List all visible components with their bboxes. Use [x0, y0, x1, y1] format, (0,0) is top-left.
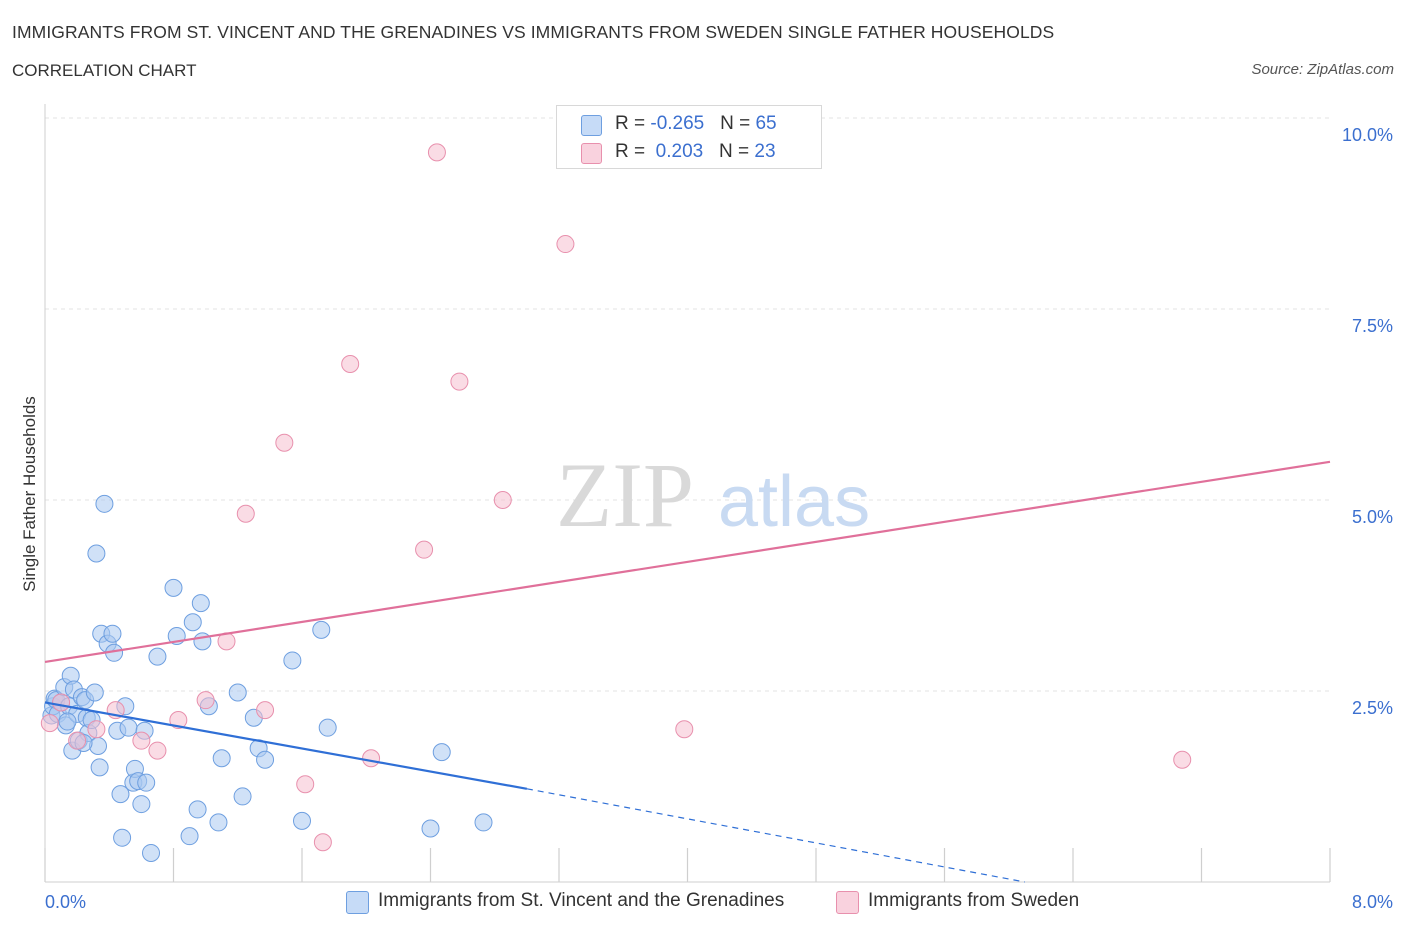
y-tick-label: 10.0% [1342, 125, 1393, 145]
tick-label-layer: 2.5% 5.0% 7.5% 10.0% 0.0% 8.0% [45, 125, 1393, 912]
trend-layer [44, 460, 1331, 883]
r-label: R = [615, 113, 651, 134]
n-value: 65 [755, 113, 777, 134]
point-sweden [275, 433, 294, 452]
point-stvincent [293, 811, 311, 830]
point-sweden [169, 711, 188, 730]
point-sweden [256, 701, 275, 720]
chart-title: IMMIGRANTS FROM ST. VINCENT AND THE GREN… [12, 22, 1055, 42]
point-stvincent [183, 613, 202, 632]
point-stvincent [119, 718, 138, 737]
legend-swatch-blue [581, 115, 602, 136]
grid-layer [45, 117, 1330, 692]
x-tick-label: 0.0% [45, 892, 86, 912]
point-stvincent [164, 578, 183, 597]
point-sweden [341, 355, 360, 374]
point-sweden [450, 372, 469, 391]
y-tick-label: 7.5% [1352, 316, 1393, 336]
point-stvincent [228, 683, 247, 702]
point-stvincent [95, 494, 114, 513]
legend-swatch-pink [836, 891, 859, 914]
watermark-atlas: atlas [718, 462, 870, 542]
x-tick-label: 8.0% [1352, 892, 1393, 912]
point-stvincent [90, 758, 109, 777]
point-stvincent [142, 843, 161, 862]
point-stvincent [58, 712, 77, 731]
point-sweden [313, 833, 332, 852]
legend-swatch-pink [581, 143, 602, 164]
point-sweden [415, 540, 434, 559]
point-stvincent [87, 544, 106, 563]
point-sweden [556, 235, 575, 254]
axes-layer [44, 104, 1331, 883]
watermark: ZIP atlas [556, 444, 870, 546]
y-axis-label: Single Father Households [20, 396, 39, 592]
point-stvincent [312, 620, 331, 639]
point-sweden [68, 731, 87, 750]
source-credit: Source: ZipAtlas.com [1251, 61, 1394, 78]
n-label: N = [720, 113, 756, 134]
point-stvincent [180, 827, 199, 846]
point-stvincent [256, 750, 275, 769]
y-tick-label: 2.5% [1352, 698, 1393, 718]
series-legend: Immigrants from St. Vincent and the Gren… [0, 889, 1406, 917]
point-sweden [427, 143, 446, 162]
point-sweden [493, 491, 512, 509]
point-sweden [1173, 750, 1192, 769]
point-sweden [132, 731, 151, 750]
point-stvincent [148, 647, 167, 666]
r-label: R = [615, 141, 651, 162]
point-stvincent [85, 683, 104, 702]
r-value: 0.203 [650, 141, 704, 162]
point-sweden [196, 691, 215, 710]
point-stvincent [209, 813, 228, 832]
r-value: -0.265 [650, 113, 705, 134]
point-sweden [148, 741, 167, 760]
legend-label-sweden: Immigrants from Sweden [868, 890, 1080, 911]
point-sweden [362, 749, 381, 768]
point-stvincent [318, 718, 337, 737]
point-stvincent [132, 795, 151, 814]
point-stvincent [193, 632, 212, 651]
watermark-zip: ZIP [556, 444, 694, 546]
point-stvincent [188, 800, 207, 819]
legend-swatch-blue [346, 891, 369, 914]
chart-subtitle: CORRELATION CHART [12, 61, 197, 80]
points-layer [40, 143, 1192, 862]
point-stvincent [113, 828, 132, 847]
trendline-stvincent-extension [526, 788, 1025, 883]
point-stvincent [283, 651, 302, 670]
legend-label-stvincent: Immigrants from St. Vincent and the Gren… [378, 890, 785, 911]
legend-text-sweden: R = 0.203 N = 23 [615, 141, 776, 163]
y-tick-label: 5.0% [1352, 507, 1393, 527]
point-stvincent [474, 813, 493, 832]
n-value: 23 [754, 141, 776, 162]
point-sweden [296, 775, 315, 794]
legend-text-stvincent: R = -0.265 N = 65 [615, 113, 777, 135]
point-stvincent [233, 787, 252, 806]
point-stvincent [432, 743, 451, 762]
point-stvincent [212, 749, 231, 768]
point-sweden [40, 714, 59, 733]
point-sweden [52, 693, 71, 712]
trendline-sweden [44, 460, 1331, 664]
point-stvincent [103, 624, 122, 643]
point-sweden [236, 504, 255, 523]
correlation-legend: R = -0.265 N = 65 R = 0.203 N = 23 [556, 105, 822, 169]
point-sweden [87, 720, 106, 739]
point-sweden [675, 720, 694, 739]
trendline-stvincent [44, 701, 528, 790]
n-label: N = [719, 141, 755, 162]
point-stvincent [191, 594, 210, 613]
point-stvincent [137, 773, 156, 792]
point-stvincent [421, 819, 440, 838]
point-stvincent [111, 785, 130, 804]
